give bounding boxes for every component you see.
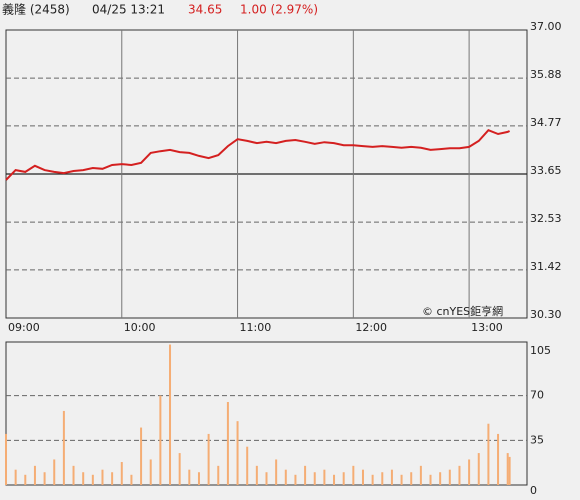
volume-bar <box>487 423 490 485</box>
volume-bar <box>508 456 511 485</box>
quote-time: 04/25 13:21 <box>92 3 165 17</box>
y-tick-label: 32.53 <box>530 212 562 225</box>
volume-bar <box>149 459 152 485</box>
volume-bar <box>72 465 75 485</box>
volume-bar <box>236 421 239 485</box>
volume-bar <box>24 474 27 485</box>
volume-bar <box>381 472 384 485</box>
x-tick-label: 12:00 <box>355 321 387 334</box>
volume-bar <box>371 474 374 485</box>
volume-bar <box>207 433 210 485</box>
volume-bar <box>333 474 336 485</box>
volume-bar <box>506 453 509 485</box>
change: 1.00 (2.97%) <box>240 3 318 17</box>
y-tick-label: 37.00 <box>530 20 562 33</box>
volume-bar <box>477 453 480 485</box>
volume-bar <box>62 410 65 485</box>
volume-bar <box>217 465 220 485</box>
volume-bar <box>140 427 143 485</box>
volume-bar <box>43 472 46 485</box>
volume-bar <box>313 472 316 485</box>
y-tick-label: 70 <box>530 389 544 402</box>
price-line <box>5 129 511 181</box>
stock-name: 義隆 (2458) <box>2 2 70 17</box>
volume-bar <box>410 472 413 485</box>
volume-bar <box>14 469 17 485</box>
volume-bar <box>284 469 287 485</box>
volume-bar <box>265 472 268 485</box>
volume-bar <box>361 469 364 485</box>
volume-bar <box>419 465 422 485</box>
volume-bar <box>178 453 181 485</box>
y-tick-label: 0 <box>530 484 537 497</box>
y-tick-label: 33.65 <box>530 164 562 177</box>
volume-bar <box>226 402 229 485</box>
volume-bar <box>275 459 278 485</box>
volume-bar <box>458 465 461 485</box>
y-tick-label: 35.88 <box>530 68 562 81</box>
x-tick-label: 13:00 <box>471 321 503 334</box>
volume-bar <box>130 474 133 485</box>
volume-bar <box>159 395 162 485</box>
volume-bar <box>82 472 85 485</box>
x-tick-label: 10:00 <box>124 321 156 334</box>
volume-bar <box>294 474 297 485</box>
volume-bar <box>352 465 355 485</box>
volume-bar <box>400 474 403 485</box>
volume-bar <box>53 459 56 485</box>
volume-bar <box>323 469 326 485</box>
x-tick-label: 09:00 <box>8 321 40 334</box>
volume-bar <box>33 465 36 485</box>
volume-bar <box>169 344 172 485</box>
volume-bar <box>255 465 258 485</box>
volume-bar <box>342 472 345 485</box>
volume-bar <box>429 474 432 485</box>
y-tick-label: 34.77 <box>530 116 562 129</box>
y-tick-label: 30.30 <box>530 308 562 321</box>
y-tick-label: 31.42 <box>530 260 562 273</box>
y-tick-label: 35 <box>530 433 544 446</box>
volume-bar <box>497 433 500 485</box>
volume-panel <box>5 341 528 486</box>
volume-bar <box>111 472 114 485</box>
volume-bar <box>5 433 7 485</box>
volume-bar <box>120 462 123 485</box>
volume-bar <box>188 469 191 485</box>
volume-bar <box>101 469 104 485</box>
volume-bar <box>304 465 307 485</box>
volume-bar <box>390 469 393 485</box>
x-tick-label: 11:00 <box>240 321 272 334</box>
y-tick-label: 105 <box>530 344 551 357</box>
volume-bar <box>439 472 442 485</box>
volume-bar <box>91 474 94 485</box>
volume-bar <box>197 472 200 485</box>
volume-bar <box>246 446 249 485</box>
volume-bar <box>468 459 471 485</box>
volume-bar <box>448 469 451 485</box>
price: 34.65 <box>188 3 222 17</box>
watermark: © cnYES鉅亨網 <box>422 304 503 318</box>
